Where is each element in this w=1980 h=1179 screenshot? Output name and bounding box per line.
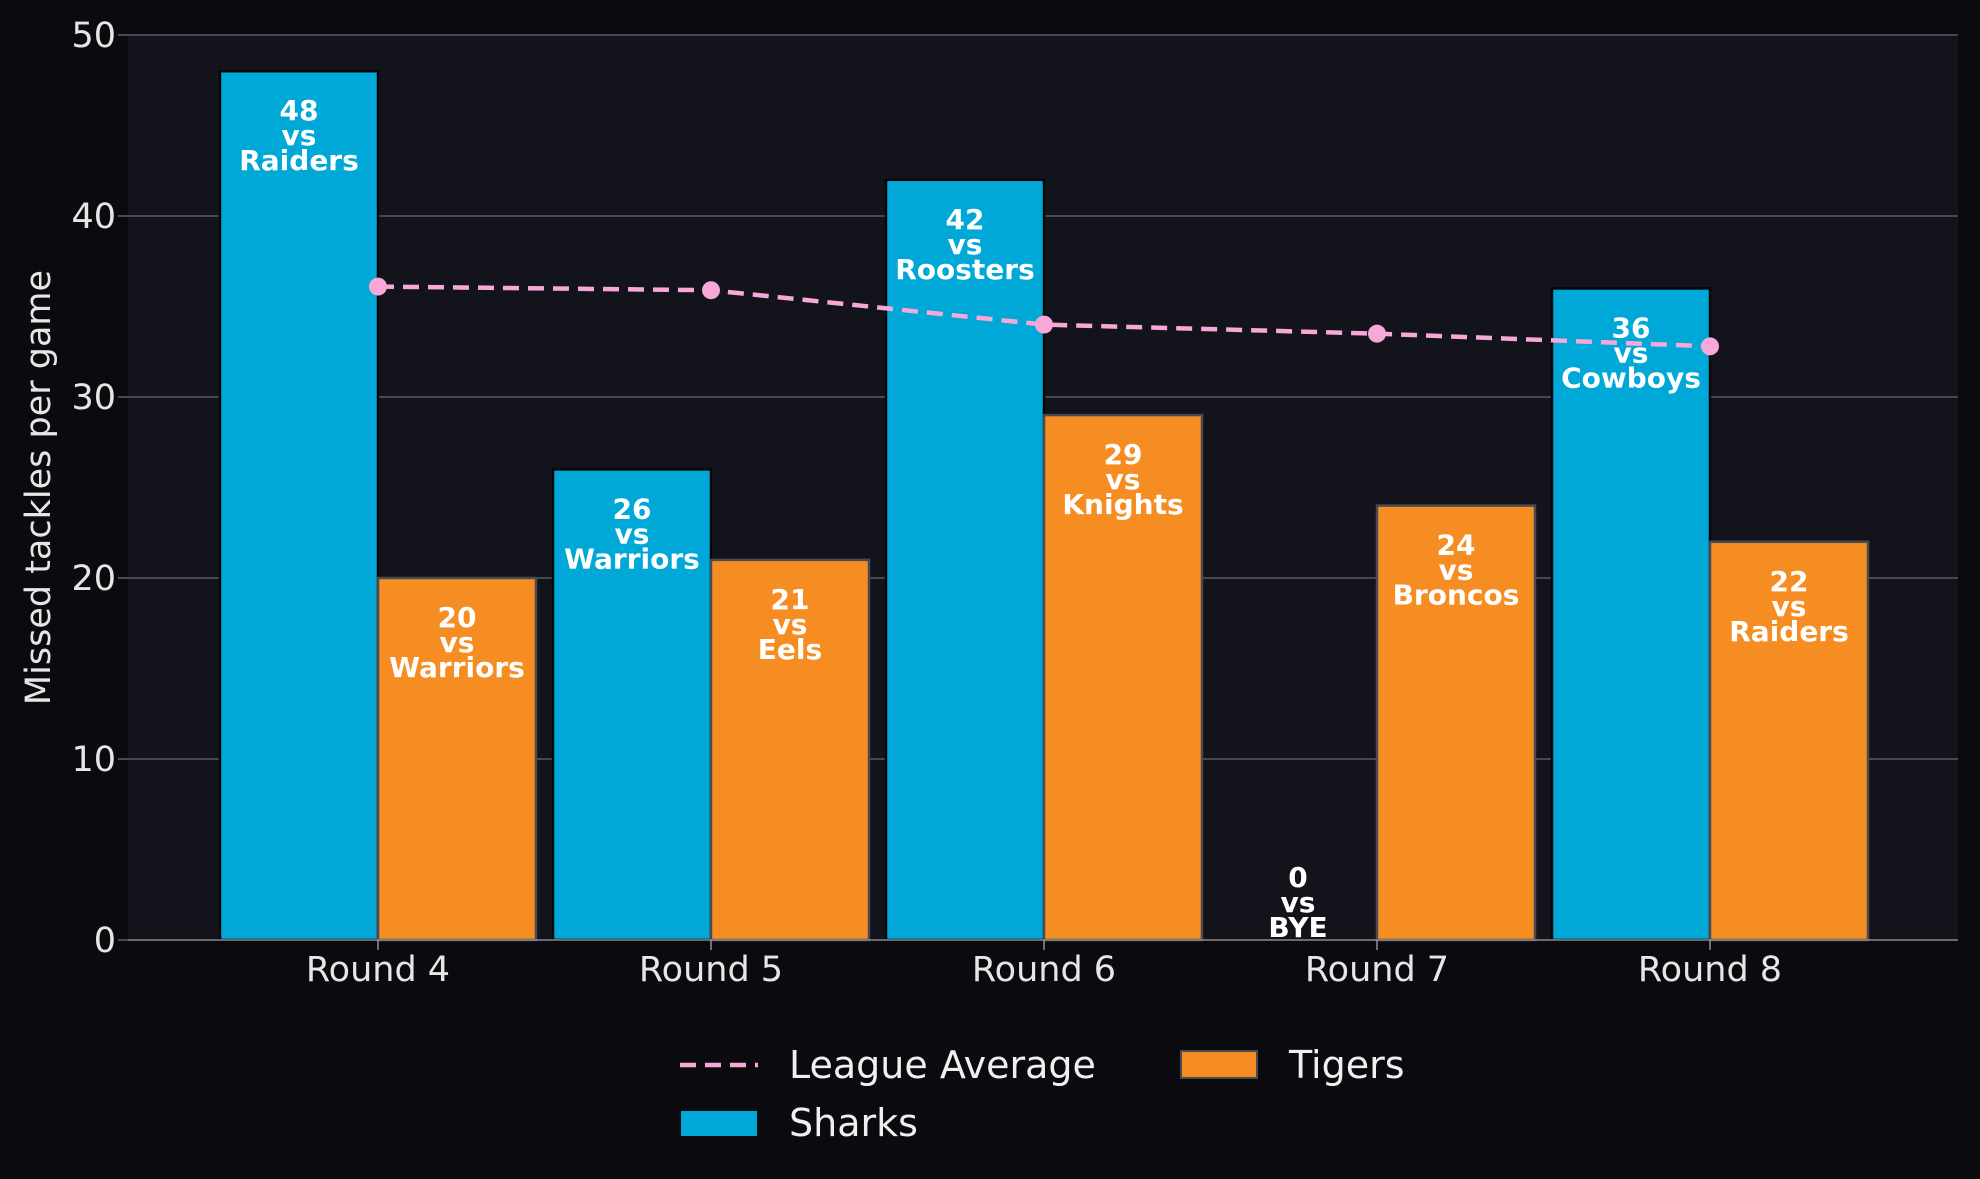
x-tick-label-round-8: Round 8 bbox=[1638, 950, 1782, 990]
bar-label-line-2: Broncos bbox=[1393, 579, 1520, 612]
league-average-point-round-5 bbox=[702, 281, 720, 300]
bar-label-line-1: vs bbox=[773, 608, 808, 641]
legend-label-tigers: Tigers bbox=[1288, 1043, 1405, 1087]
x-tick-label-round-7: Round 7 bbox=[1305, 950, 1449, 990]
league-average-point-round-8 bbox=[1701, 337, 1719, 356]
bar-label-line-2: Eels bbox=[758, 633, 822, 666]
bar-label-line-1: vs bbox=[440, 626, 475, 659]
bar-label-line-2: Roosters bbox=[895, 253, 1035, 286]
bar-tigers-round-8 bbox=[1708, 540, 1870, 942]
bar-label-line-1: vs bbox=[1439, 554, 1474, 587]
x-tick-label-round-4: Round 4 bbox=[306, 950, 450, 990]
bar-label-line-0: 24 bbox=[1437, 529, 1476, 562]
bar-label-line-2: Cowboys bbox=[1561, 361, 1701, 394]
bar-label-line-0: 0 bbox=[1288, 861, 1307, 894]
bar-sharks-round-6 bbox=[884, 178, 1046, 942]
bar-sharks-round-4 bbox=[218, 69, 380, 942]
league-average-polyline bbox=[377, 284, 1711, 349]
y-tick-label-50: 50 bbox=[71, 16, 116, 56]
bar-label-line-0: 26 bbox=[613, 492, 652, 525]
bar-label-line-1: vs bbox=[948, 228, 983, 261]
bar-label-line-1: vs bbox=[615, 517, 650, 550]
bar-label-line-2: Warriors bbox=[389, 651, 525, 684]
legend-label-sharks: Sharks bbox=[789, 1101, 918, 1145]
bar-sharks-round-8 bbox=[1550, 287, 1712, 942]
bar-label-line-2: BYE bbox=[1268, 911, 1327, 944]
bar-label-line-1: vs bbox=[1106, 463, 1141, 496]
bar-label-line-2: Warriors bbox=[564, 542, 700, 575]
bar-label-line-0: 22 bbox=[1770, 565, 1809, 598]
league-average-point-round-6 bbox=[1035, 315, 1053, 334]
x-tick-label-round-5: Round 5 bbox=[639, 950, 783, 990]
y-tick-label-40: 40 bbox=[71, 197, 116, 237]
bar-label-line-2: Raiders bbox=[239, 144, 359, 177]
bar-label-line-1: vs bbox=[1281, 886, 1316, 919]
y-tick-label-0: 0 bbox=[94, 921, 116, 961]
y-tick-label-10: 10 bbox=[71, 740, 116, 780]
legend: League Average Sharks Tigers bbox=[680, 1043, 1405, 1145]
bar-label-line-0: 21 bbox=[771, 583, 810, 616]
bar-tigers-round-4 bbox=[376, 576, 538, 942]
bar-label-line-0: 29 bbox=[1104, 438, 1143, 471]
bars: 48vsRaiders20vsWarriors26vsWarriors21vsE… bbox=[218, 69, 1870, 944]
bar-label-line-0: 42 bbox=[946, 203, 985, 236]
y-tick-label-20: 20 bbox=[71, 559, 116, 599]
legend-swatch-tigers bbox=[1180, 1050, 1258, 1079]
bar-label-line-0: 20 bbox=[438, 601, 477, 634]
y-tick-label-30: 30 bbox=[71, 378, 116, 418]
league-average-point-round-7 bbox=[1368, 324, 1386, 343]
bar-label-line-0: 48 bbox=[280, 94, 319, 127]
bar-label-line-1: vs bbox=[1772, 590, 1807, 623]
legend-label-league-average: League Average bbox=[789, 1043, 1096, 1087]
bar-label-line-1: vs bbox=[282, 119, 317, 152]
league-average-line bbox=[369, 277, 1719, 356]
x-tick-label-round-6: Round 6 bbox=[972, 950, 1116, 990]
bar-tigers-round-5 bbox=[709, 558, 871, 942]
bar-tigers-round-7 bbox=[1375, 504, 1537, 942]
bar-tigers-round-6 bbox=[1042, 413, 1204, 942]
bar-label-line-0: 36 bbox=[1612, 311, 1651, 344]
bar-label-line-2: Raiders bbox=[1729, 615, 1849, 648]
y-axis-label: Missed tackles per game bbox=[19, 270, 59, 705]
legend-swatch-sharks bbox=[681, 1111, 757, 1136]
league-average-point-round-4 bbox=[369, 277, 387, 296]
bar-label-line-2: Knights bbox=[1062, 488, 1183, 521]
axes: 0 10 20 30 40 50 Round 4 Round 5 Round 6 Round 7 R… bbox=[71, 16, 1958, 990]
